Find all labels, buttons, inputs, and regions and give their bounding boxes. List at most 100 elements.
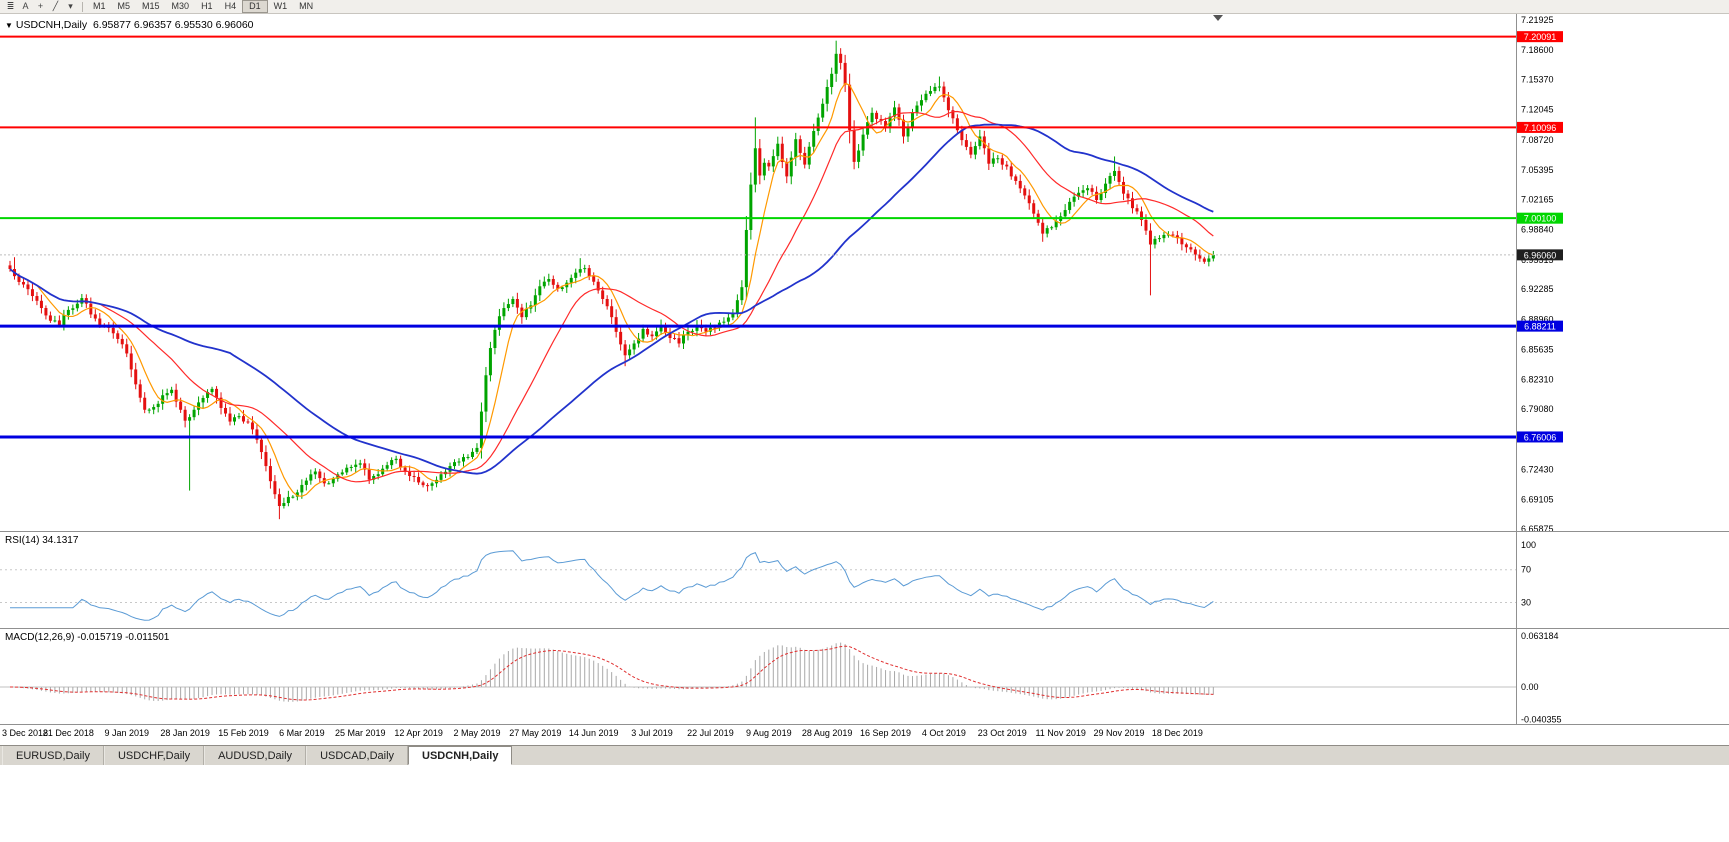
candle <box>596 278 600 294</box>
candle <box>174 383 178 408</box>
candle <box>583 264 587 273</box>
candle <box>973 141 977 160</box>
price-tag-label: 7.00100 <box>1524 214 1557 224</box>
toolbar-icons: ≣ A + ╱ ▾ <box>3 0 78 13</box>
candle <box>816 113 820 136</box>
candle <box>259 436 263 460</box>
candle <box>870 107 874 127</box>
price-axis: 7.21925 7.18600 7.15370 7.12045 7.08720 7.053… <box>1521 15 1554 534</box>
price-tag-label: 7.10096 <box>1524 123 1557 133</box>
chart-canvas[interactable]: 7.21925 7.18600 7.15370 7.12045 7.08720 7.053… <box>0 14 1729 745</box>
chart-tab-usdchf[interactable]: USDCHF,Daily <box>103 746 205 765</box>
macd-histogram <box>13 642 1214 702</box>
candle <box>66 306 70 320</box>
chart-tab-label: USDCAD,Daily <box>320 749 395 762</box>
timeframe-button-w1[interactable]: W1 <box>273 1 288 11</box>
candle <box>502 302 506 321</box>
price-tag <box>1517 212 1563 224</box>
candle <box>740 280 744 305</box>
timeframe-button-m15[interactable]: M15 <box>142 1 160 11</box>
candle <box>686 326 690 341</box>
timeframe-button-mn[interactable]: MN <box>299 1 314 11</box>
date-axis-label: 27 May 2019 <box>509 728 561 738</box>
candle <box>466 454 470 460</box>
timeframe-button-h4[interactable]: H4 <box>224 1 237 11</box>
chart-shift-marker[interactable] <box>1213 15 1223 21</box>
timeframe-buttons: M1 M5 M15 M30 H1 H4 D1 W1 MN <box>87 0 319 13</box>
macd-axis-label: -0.040355 <box>1521 715 1562 725</box>
ma-mid-line[interactable] <box>9 110 1214 483</box>
chart-tab-usdcnh[interactable]: USDCNH,Daily <box>408 746 513 765</box>
candle <box>282 497 286 509</box>
candle <box>533 288 537 312</box>
candle <box>219 392 223 415</box>
candle <box>322 472 326 487</box>
macd-axis-label: 0.00 <box>1521 682 1539 692</box>
toolbar-separator <box>82 1 83 12</box>
candle <box>951 106 955 124</box>
chart-area[interactable]: 7.21925 7.18600 7.15370 7.12045 7.08720 7.053… <box>0 14 1729 745</box>
candle <box>708 322 712 336</box>
timeframe-button-d1[interactable]: D1 <box>242 0 268 13</box>
candle <box>650 330 654 341</box>
ma-fast-line[interactable] <box>9 82 1214 497</box>
candle <box>228 406 232 426</box>
candle <box>147 408 151 414</box>
candle <box>39 294 43 314</box>
crosshair-tool-icon[interactable]: + <box>37 1 44 11</box>
candle <box>520 303 524 324</box>
price-axis-label: 6.72430 <box>1521 464 1554 474</box>
candle <box>1063 204 1067 219</box>
candle <box>614 309 618 338</box>
candle <box>1198 249 1202 262</box>
candle <box>803 146 807 169</box>
candle <box>538 279 542 302</box>
price-tag-label: 6.88211 <box>1524 322 1556 332</box>
candle <box>349 464 353 472</box>
timeframe-button-m1[interactable]: M1 <box>93 1 106 11</box>
candle <box>421 480 425 488</box>
candle <box>834 40 838 82</box>
candle <box>125 338 129 358</box>
candle <box>1086 185 1090 196</box>
charts-menu-icon[interactable]: ≣ <box>6 1 15 11</box>
cursor-tool-icon[interactable]: A <box>22 1 29 11</box>
candle <box>1005 160 1009 170</box>
date-axis-label: 25 Mar 2019 <box>335 728 386 738</box>
timeframe-button-m30[interactable]: M30 <box>171 1 190 11</box>
ma-slow-line[interactable] <box>9 123 1214 475</box>
candle <box>1157 235 1161 243</box>
price-axis-label: 6.85635 <box>1521 345 1554 355</box>
price-axis-label: 6.88960 <box>1521 314 1554 324</box>
candle <box>453 459 457 470</box>
candle <box>969 141 973 159</box>
candle <box>470 448 474 460</box>
candle <box>426 483 430 492</box>
candle <box>291 495 295 499</box>
chart-tab-eurusd[interactable]: EURUSD,Daily <box>2 746 104 765</box>
candle <box>30 283 34 302</box>
candle <box>857 144 861 169</box>
candle <box>313 468 317 480</box>
candle <box>1113 156 1117 181</box>
candle <box>1180 232 1184 251</box>
objects-dropdown-caret-icon[interactable]: ▾ <box>68 1 73 11</box>
candle <box>556 282 560 292</box>
price-axis-label: 7.02165 <box>1521 194 1554 204</box>
candle <box>277 488 281 520</box>
candle <box>340 469 344 476</box>
price-axis-label: 6.92285 <box>1521 284 1554 294</box>
trendline-tool-icon[interactable]: ╱ <box>52 1 59 11</box>
candle <box>268 458 272 489</box>
timeframe-button-h1[interactable]: H1 <box>201 1 213 11</box>
candle <box>542 276 546 289</box>
chart-tab-audusd[interactable]: AUDUSD,Daily <box>204 746 307 765</box>
candle <box>821 98 825 122</box>
chart-tab-bar: EURUSD,Daily USDCHF,Daily AUDUSD,Daily USDC… <box>0 745 1729 765</box>
chart-tab-usdcad[interactable]: USDCAD,Daily <box>306 746 409 765</box>
candle <box>722 317 726 325</box>
timeframe-button-m5[interactable]: M5 <box>117 1 131 11</box>
date-axis-label: 16 Sep 2019 <box>860 728 911 738</box>
